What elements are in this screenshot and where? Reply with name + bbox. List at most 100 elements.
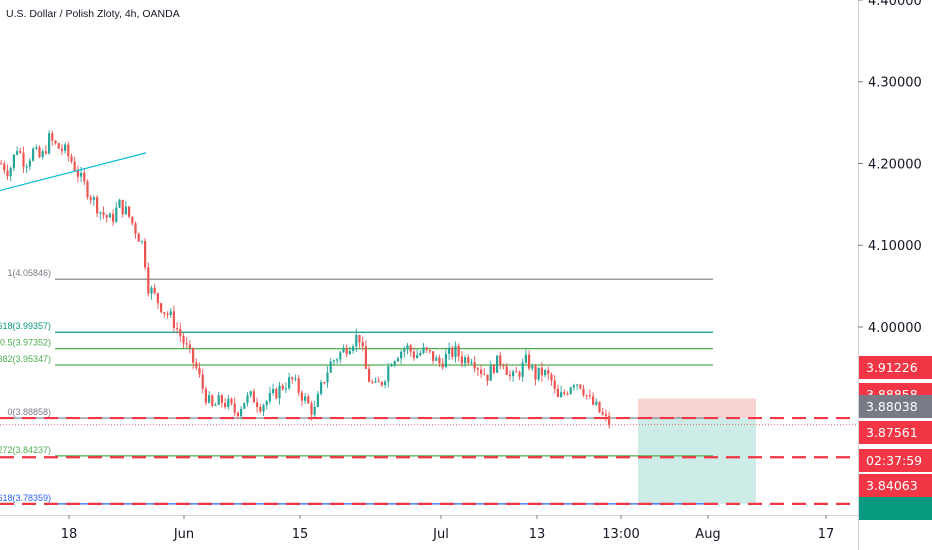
candle-body <box>25 166 28 168</box>
candle-body <box>339 352 342 360</box>
candle-body <box>201 374 204 389</box>
candle-body <box>124 206 127 215</box>
candle-body <box>592 396 595 405</box>
candle-body <box>320 382 323 394</box>
candle-body <box>588 395 591 397</box>
candle-body <box>416 355 419 358</box>
candle-body <box>550 374 553 381</box>
candle-body <box>294 378 297 380</box>
fib-level-label: .382(3.95347) <box>0 354 51 364</box>
price-axis[interactable]: 4.40000 4.30000 4.20000 4.10000 4.00000 <box>858 0 922 550</box>
candle-body <box>508 374 511 377</box>
candle-body <box>393 361 396 366</box>
candle-body <box>288 377 291 389</box>
candle-body <box>249 391 252 396</box>
candle-body <box>512 371 515 377</box>
candle-body <box>582 388 585 396</box>
candle-body <box>259 407 262 412</box>
candle-body <box>403 349 406 352</box>
candle-body <box>246 395 249 403</box>
candle-body <box>51 133 54 141</box>
candle-body <box>185 343 188 345</box>
candle-body <box>313 406 316 415</box>
candle-body <box>297 378 300 393</box>
candle-body <box>492 365 495 373</box>
candle-body <box>108 213 111 218</box>
candle-body <box>505 366 508 375</box>
price-badge <box>859 497 932 520</box>
candle-body <box>76 170 79 177</box>
candle-body <box>316 393 319 407</box>
candle-body <box>115 207 118 222</box>
candle-body <box>166 313 169 315</box>
candle-body <box>560 392 563 397</box>
candle-body <box>19 151 22 153</box>
candle-body <box>96 197 99 214</box>
candle-body <box>387 366 390 382</box>
candle-body <box>601 412 604 415</box>
candle-body <box>553 380 556 389</box>
candle-body <box>44 151 47 154</box>
candle-body <box>169 311 172 315</box>
candle-body <box>172 311 175 329</box>
candle-body <box>464 357 467 364</box>
candle-body <box>352 346 355 351</box>
candle-body <box>134 223 137 234</box>
candle-body <box>348 350 351 355</box>
candle-body <box>86 181 89 198</box>
candle-body <box>112 213 115 222</box>
candle-body <box>422 347 425 353</box>
candle-body <box>374 381 377 383</box>
candle-body <box>595 401 598 405</box>
candle-body <box>473 362 476 369</box>
candle-body <box>451 347 454 357</box>
candle-body <box>92 197 95 200</box>
candle-body <box>342 347 345 353</box>
position-zones <box>638 398 756 504</box>
price-badge-label: 3.91226 <box>866 360 918 375</box>
candle-body <box>3 163 6 171</box>
horizontal-levels <box>0 416 858 505</box>
candle-body <box>502 365 505 367</box>
candle-body <box>156 293 159 304</box>
price-badge <box>859 421 932 444</box>
candle-body <box>230 398 233 404</box>
candle-body <box>224 403 227 408</box>
candle-body <box>569 387 572 394</box>
time-tick-label: 13:00 <box>602 527 639 542</box>
candle-body <box>57 143 60 149</box>
price-tick-label: 4.20000 <box>868 157 922 172</box>
candle-body <box>412 351 415 358</box>
candle-body <box>220 395 223 404</box>
time-tick-label: Jun <box>173 527 194 542</box>
candle-body <box>390 365 393 367</box>
candle-body <box>272 388 275 394</box>
candle-body <box>233 403 236 413</box>
candle-body <box>179 329 182 337</box>
candle-body <box>489 365 492 381</box>
candle-body <box>476 368 479 370</box>
candle-body <box>32 148 35 161</box>
candle-body <box>483 373 486 375</box>
candle-body <box>524 354 527 363</box>
candle-body <box>188 344 191 348</box>
candle-body <box>150 287 153 294</box>
candle-body <box>336 359 339 361</box>
candle-body <box>579 384 582 389</box>
fib-level-label: 0.5(3.97352) <box>0 338 51 348</box>
candle-body <box>22 152 25 167</box>
price-tick-label: 4.30000 <box>868 76 922 91</box>
candle-body <box>438 357 441 364</box>
candle-body <box>604 414 607 416</box>
candle-body <box>140 240 143 242</box>
candle-body <box>281 385 284 389</box>
candle-body <box>0 163 3 165</box>
candle-body <box>227 398 230 408</box>
candle-body <box>291 377 294 380</box>
candle-body <box>252 391 255 403</box>
candle-body <box>406 345 409 350</box>
time-axis[interactable]: 18 Jun 15 Jul 13 13:00 Aug 17 <box>0 515 858 542</box>
candle-body <box>515 371 518 373</box>
